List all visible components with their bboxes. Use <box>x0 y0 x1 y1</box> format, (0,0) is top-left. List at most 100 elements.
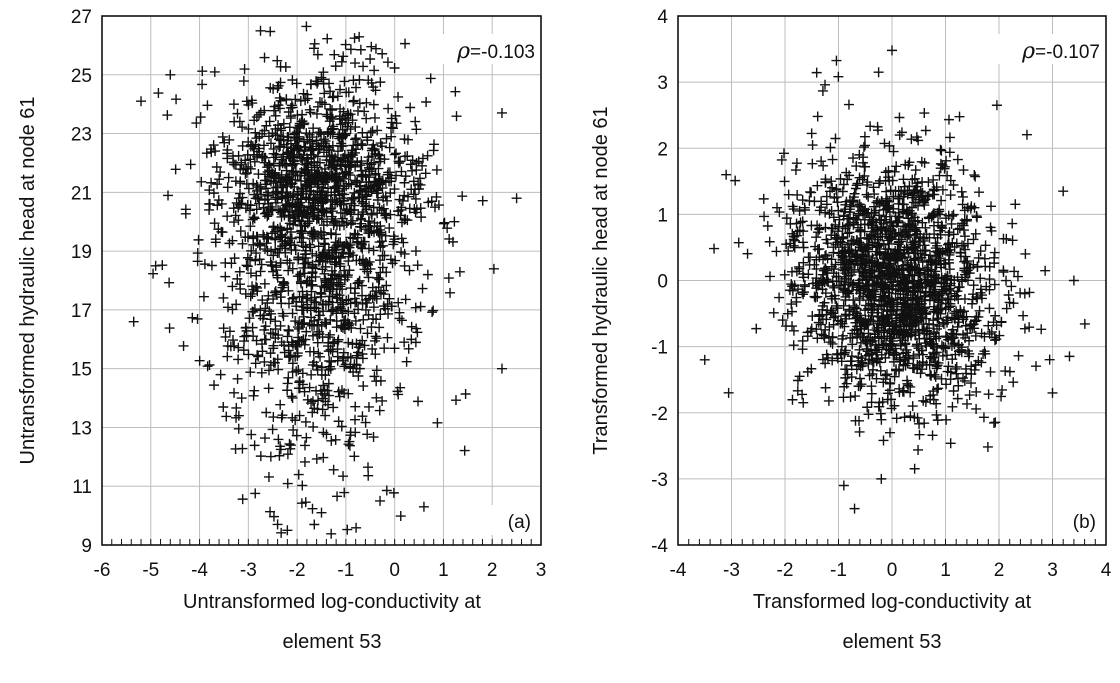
data-point <box>839 321 850 332</box>
data-point <box>391 170 402 181</box>
data-point <box>840 259 851 270</box>
data-point <box>281 94 292 105</box>
data-point <box>838 330 849 341</box>
data-point <box>221 411 232 422</box>
panel-label: (a) <box>508 512 531 533</box>
data-point <box>298 119 309 130</box>
panel-label: (b) <box>1073 512 1096 533</box>
data-point <box>958 240 969 251</box>
data-point <box>328 402 339 413</box>
data-point <box>365 54 376 65</box>
data-point <box>264 116 275 127</box>
x-tick-label: 4 <box>1101 560 1112 581</box>
data-point <box>294 232 305 243</box>
data-point <box>805 186 816 197</box>
data-point <box>866 381 877 392</box>
data-point <box>896 127 907 138</box>
data-point <box>788 340 799 351</box>
data-point <box>864 264 875 275</box>
data-point <box>220 271 231 282</box>
data-point <box>222 144 233 155</box>
data-point <box>326 172 337 183</box>
data-point <box>320 239 331 250</box>
data-point <box>426 196 437 207</box>
data-point <box>1036 324 1047 335</box>
data-point <box>1008 377 1019 388</box>
data-point <box>360 201 371 212</box>
data-point <box>407 165 418 176</box>
data-point <box>810 292 821 303</box>
data-point <box>346 219 357 230</box>
data-point <box>322 33 333 44</box>
data-point <box>1001 275 1012 286</box>
data-point <box>876 473 887 484</box>
data-point <box>929 270 940 281</box>
data-point <box>411 204 422 215</box>
data-point <box>323 399 334 410</box>
data-point <box>357 353 368 364</box>
data-point <box>312 364 323 375</box>
data-point <box>925 390 936 401</box>
data-point <box>887 295 898 306</box>
data-point <box>332 491 343 502</box>
data-point <box>952 272 963 283</box>
data-point <box>918 395 929 406</box>
data-point <box>294 410 305 421</box>
data-point <box>457 191 468 202</box>
data-point <box>352 347 363 358</box>
data-point <box>396 233 407 244</box>
data-point <box>247 141 258 152</box>
data-point <box>323 126 334 137</box>
data-point <box>951 368 962 379</box>
data-point <box>956 186 967 197</box>
data-point <box>350 427 361 438</box>
data-point <box>1007 218 1018 229</box>
x-tick-label: 3 <box>1047 560 1058 581</box>
data-point <box>319 238 330 249</box>
data-point <box>355 44 366 55</box>
data-point <box>287 358 298 369</box>
data-point <box>920 290 931 301</box>
data-point <box>886 403 897 414</box>
data-point <box>373 163 384 174</box>
data-point <box>312 101 323 112</box>
data-point <box>283 265 294 276</box>
data-point <box>249 440 260 451</box>
data-point <box>319 207 330 218</box>
data-point <box>912 359 923 370</box>
data-point <box>874 175 885 186</box>
data-point <box>932 246 943 257</box>
data-point <box>891 161 902 172</box>
data-point <box>350 122 361 133</box>
data-point <box>945 190 956 201</box>
y-tick-label: 9 <box>81 536 92 557</box>
data-point <box>982 441 993 452</box>
data-point <box>299 163 310 174</box>
data-point <box>910 285 921 296</box>
data-point <box>898 174 909 185</box>
data-point <box>868 364 879 375</box>
data-point <box>936 195 947 206</box>
data-point <box>764 236 775 247</box>
data-point <box>371 188 382 199</box>
data-point <box>850 391 861 402</box>
data-point <box>778 148 789 159</box>
data-point <box>311 453 322 464</box>
data-point <box>297 109 308 120</box>
data-point <box>978 412 989 423</box>
data-point <box>404 203 415 214</box>
data-point <box>336 321 347 332</box>
data-point <box>897 269 908 280</box>
data-point <box>386 113 397 124</box>
data-point <box>911 294 922 305</box>
data-point <box>827 154 838 165</box>
data-point <box>326 229 337 240</box>
data-point <box>496 363 507 374</box>
data-point <box>206 260 217 271</box>
data-point <box>374 274 385 285</box>
data-point <box>408 189 419 200</box>
data-point <box>866 230 877 241</box>
data-point <box>363 470 374 481</box>
annotation-background <box>421 34 537 64</box>
data-point <box>318 452 329 463</box>
